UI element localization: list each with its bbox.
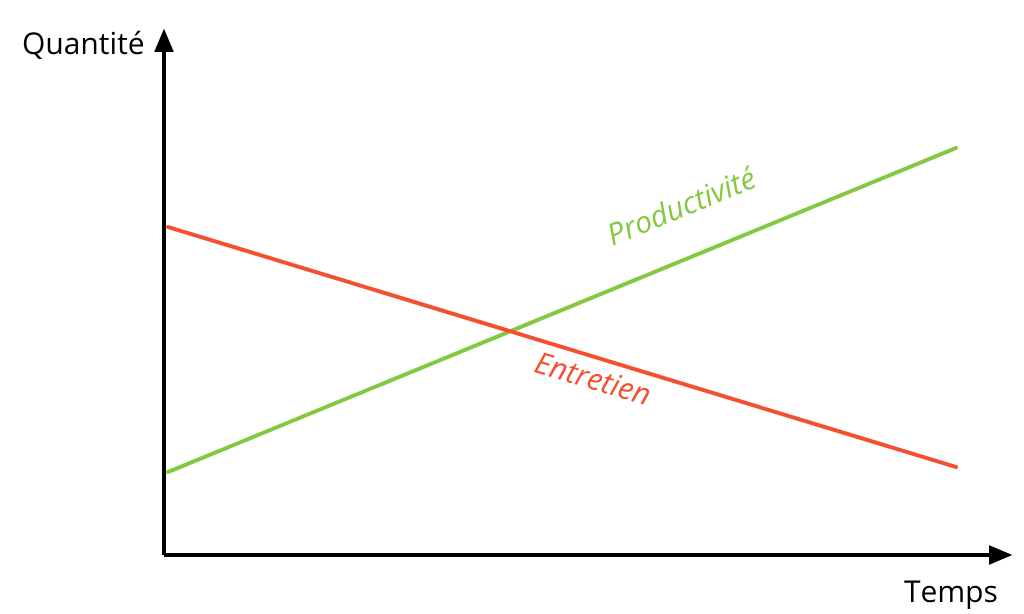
x-axis-label: Temps: [904, 570, 998, 611]
line-chart: Quantité Temps Productivité Entretien: [0, 0, 1024, 614]
chart-canvas: [0, 0, 1024, 614]
y-axis-label: Quantité: [22, 22, 145, 63]
